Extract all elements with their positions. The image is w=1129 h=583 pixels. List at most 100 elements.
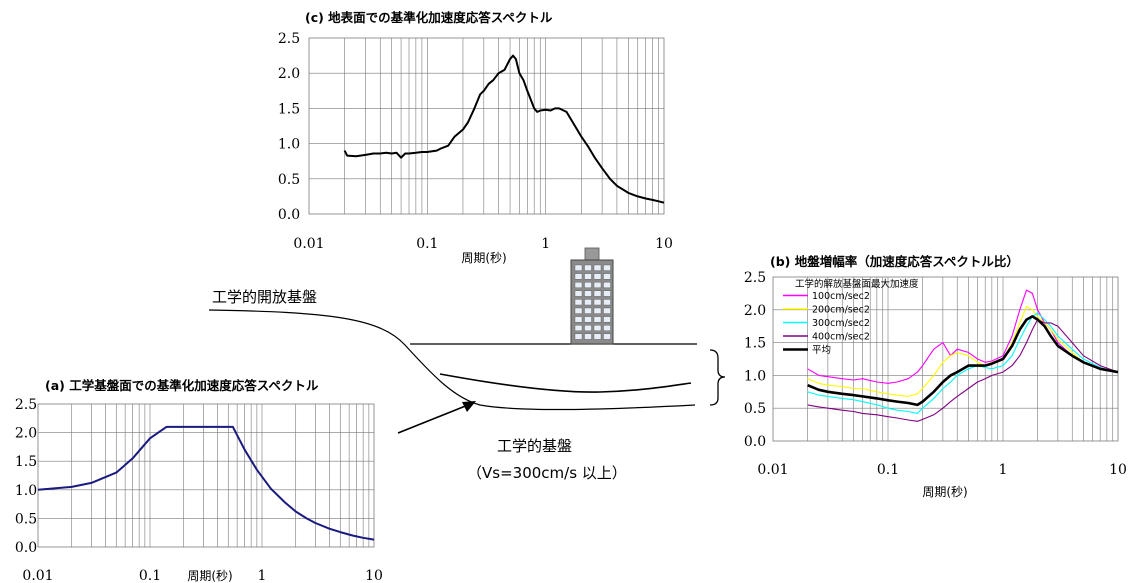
building-icon: [570, 247, 614, 345]
chart-b-y-tick-label: 0.5: [744, 401, 766, 417]
chart-a-x-ticks: 0.01 0.1 1 10: [22, 568, 383, 583]
building-window: [574, 333, 583, 340]
chart-a-series-line-0: [37, 425, 375, 541]
chart-b-y-ticks: 0.0 0.5 1.0 1.5 2.0 2.5: [744, 270, 766, 450]
chart-c-grid: [308, 37, 665, 215]
chart-a-x-tick-label: 0.1: [139, 568, 161, 583]
building-window: [574, 316, 583, 323]
building-window: [574, 264, 583, 271]
chart-b-plot-frame: [772, 276, 1119, 442]
ground-profile-diagram: 工学的開放基盤 工学的基盤 （Vs=300cm/s 以上）: [208, 247, 726, 482]
chart-b-legend-label-3: 400cm/sec2: [812, 332, 870, 343]
soil-layer-boundary: [439, 373, 692, 393]
building-window: [574, 273, 583, 280]
building-window: [603, 316, 611, 323]
building-window: [574, 325, 583, 332]
building-window: [593, 273, 602, 280]
chart-b-title: (b) 地盤増幅率（加速度応答スペクトル比）: [770, 254, 1019, 269]
chart-c-series: [343, 54, 665, 204]
building-window: [574, 282, 583, 289]
building-window: [584, 273, 592, 280]
building-window: [584, 282, 592, 289]
chart-a-y-tick-label: 2.5: [15, 397, 37, 413]
chart-a-x-tick-label: 1: [258, 568, 267, 583]
building-window: [603, 282, 611, 289]
building-window: [593, 307, 602, 314]
building-window: [584, 316, 592, 323]
chart-b-x-tick-label: 10: [1109, 462, 1127, 478]
building-window: [574, 299, 583, 306]
chart-b-xlabel: 周期(秒): [922, 485, 967, 499]
chart-b-x-ticks: 0.01 0.1 1 10: [757, 462, 1127, 478]
chart-c-y-tick-label: 1.5: [278, 101, 300, 117]
chart-c-y-ticks: 0.0 0.5 1.0 1.5 2.0 2.5: [278, 31, 300, 223]
chart-b-legend-label-1: 200cm/sec2: [812, 305, 870, 316]
building-window: [584, 299, 592, 306]
building-window: [574, 290, 583, 297]
building-window: [593, 299, 602, 306]
chart-b-x-tick-label: 0.01: [757, 462, 788, 478]
chart-b-amplification-ratio: (b) 地盤増幅率（加速度応答スペクトル比） 0.0 0.5 1.0 1.5 2.0 2.…: [744, 254, 1127, 499]
chart-a-xlabel: 周期(秒): [187, 569, 232, 583]
chart-c-x-tick-label: 0.01: [293, 236, 324, 252]
building-window: [584, 325, 592, 332]
building-window: [603, 333, 611, 340]
soil-layer-brace: [709, 349, 726, 406]
chart-a-y-tick-label: 2.0: [15, 426, 37, 442]
chart-a-x-tick-label: 10: [365, 568, 383, 583]
building-window: [584, 264, 592, 271]
chart-c-x-tick-label: 10: [655, 236, 673, 252]
building-window: [603, 264, 611, 271]
building-window: [584, 307, 592, 314]
chart-a-engineering-base-spectrum: (a) 工学基盤面での基準化加速度応答スペクトル 0.0 0.5 1.0 1.5 2.0…: [15, 378, 383, 583]
chart-b-series-line-2: [807, 312, 1119, 414]
chart-c-xlabel: 周期(秒): [461, 251, 506, 265]
building-window: [603, 273, 611, 280]
chart-c-ground-surface-spectrum: (c) 地表面での基準化加速度応答スペクトル 0.0 0.5 1.0 1.5 2.0 2.…: [278, 10, 673, 265]
building-window: [584, 290, 592, 297]
open-base-line: [208, 309, 696, 411]
chart-b-series-line-3: [807, 319, 1119, 422]
building-window: [603, 325, 611, 332]
chart-b-series: [807, 289, 1119, 422]
chart-c-series-line-0: [343, 54, 665, 204]
chart-c-y-tick-label: 0.5: [278, 172, 300, 188]
building-window: [593, 325, 602, 332]
chart-a-y-tick-label: 1.5: [15, 454, 37, 470]
chart-c-plot-frame: [308, 37, 665, 215]
chart-b-series-line-4: [807, 315, 1119, 407]
chart-a-series: [37, 425, 375, 541]
chart-c-y-tick-label: 2.0: [278, 66, 300, 82]
chart-a-x-tick-label: 0.01: [22, 568, 53, 583]
chart-a-title: (a) 工学基盤面での基準化加速度応答スペクトル: [45, 378, 319, 393]
chart-b-y-tick-label: 2.5: [744, 270, 766, 286]
chart-b-legend: 工学的解放基盤面最大加速度 100cm/sec2 200cm/sec2 300cm/…: [783, 278, 919, 356]
chart-b-legend-title: 工学的解放基盤面最大加速度: [795, 278, 919, 290]
building-window: [593, 333, 602, 340]
chart-c-title: (c) 地表面での基準化加速度応答スペクトル: [305, 10, 553, 25]
building-window: [593, 282, 602, 289]
chart-c-x-tick-label: 1: [541, 236, 550, 252]
chart-a-y-tick-label: 1.0: [15, 483, 37, 499]
chart-c-x-tick-label: 0.1: [416, 236, 438, 252]
chart-a-y-tick-label: 0.0: [15, 540, 37, 556]
chart-b-legend-label-0: 100cm/sec2: [812, 291, 870, 302]
open-base-label: 工学的開放基盤: [212, 288, 317, 306]
chart-b-legend-label-2: 300cm/sec2: [812, 318, 870, 329]
base-arrow-head: [462, 401, 476, 412]
chart-c-x-ticks: 0.01 0.1 1 10: [293, 236, 673, 252]
building-window: [584, 333, 592, 340]
chart-b-y-tick-label: 1.0: [744, 368, 766, 384]
chart-c-y-tick-label: 1.0: [278, 137, 300, 153]
chart-c-y-tick-label: 0.0: [278, 207, 300, 223]
base-arrow-line: [397, 404, 469, 434]
building-window: [603, 307, 611, 314]
chart-b-series-line-1: [807, 305, 1119, 397]
chart-b-y-tick-label: 0.0: [744, 434, 766, 450]
building-window: [593, 290, 602, 297]
chart-c-y-tick-label: 2.5: [278, 31, 300, 47]
engineering-base-label: 工学的基盤: [497, 437, 572, 455]
building-window: [603, 290, 611, 297]
chart-a-y-tick-label: 0.5: [15, 511, 37, 527]
